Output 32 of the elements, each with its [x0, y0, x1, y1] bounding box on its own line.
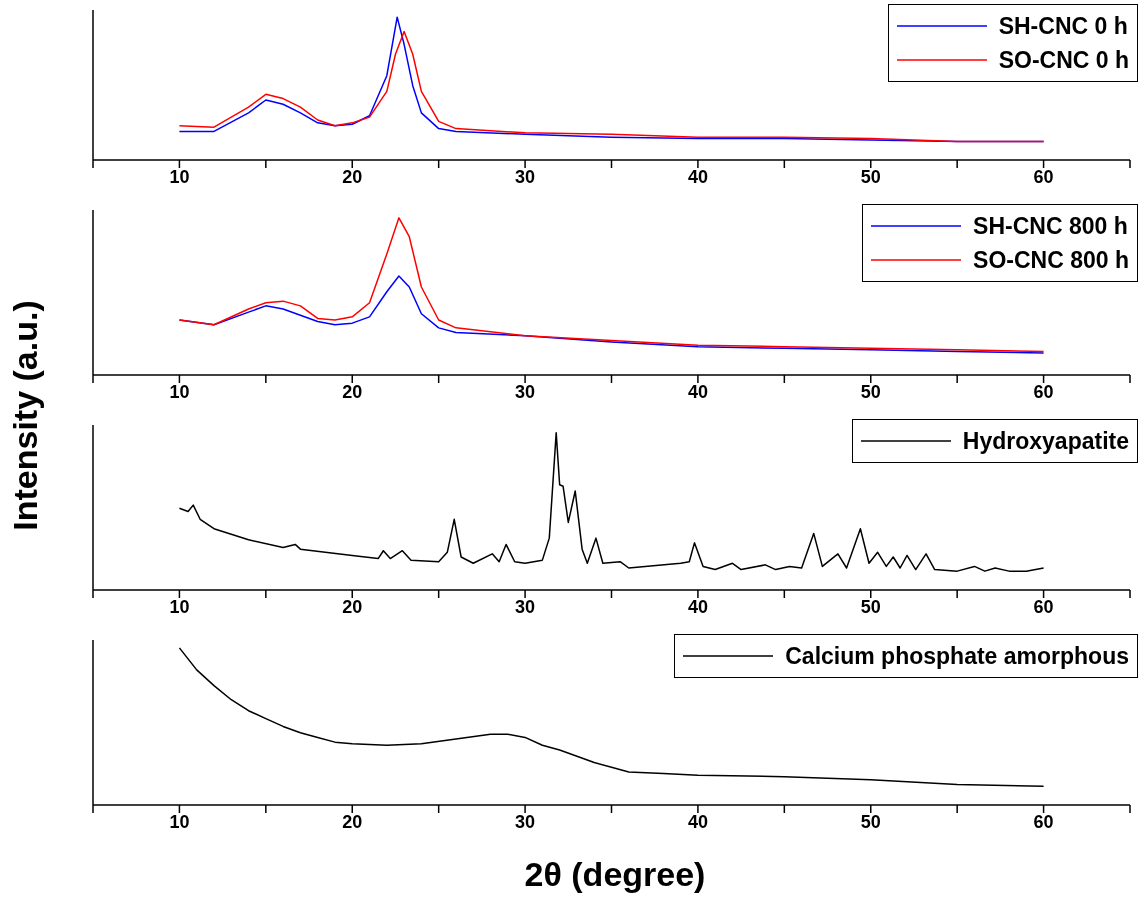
x-tick-label: 60	[1033, 166, 1054, 187]
x-tick-label: 40	[687, 381, 708, 402]
legend-label: Hydroxyapatite	[962, 427, 1129, 455]
x-tick-label: 50	[860, 166, 881, 187]
x-tick-label: 40	[687, 166, 708, 187]
x-tick-label: 20	[342, 166, 363, 187]
legend-label: SO-CNC 800 h	[973, 246, 1129, 274]
x-tick-label: 30	[515, 596, 536, 617]
x-tick-label: 60	[1033, 381, 1054, 402]
legend-label: Calcium phosphate amorphous	[785, 642, 1129, 670]
x-tick-label: 50	[860, 811, 881, 832]
x-tick-label: 10	[169, 381, 190, 402]
x-axis-title: 2θ (degree)	[523, 855, 707, 894]
x-tick-label: 30	[515, 811, 536, 832]
x-tick-label: 20	[342, 381, 363, 402]
legend-label: SO-CNC 0 h	[998, 46, 1129, 74]
y-axis-title: Intensity (a.u.)	[5, 299, 45, 531]
x-tick-label: 60	[1033, 811, 1054, 832]
x-tick-label: 10	[169, 811, 190, 832]
x-tick-label: 30	[515, 166, 536, 187]
legend-label: SH-CNC 0 h	[998, 12, 1128, 40]
x-tick-label: 50	[860, 381, 881, 402]
x-tick-label: 20	[342, 596, 363, 617]
x-tick-label: 10	[169, 596, 190, 617]
legend-label: SH-CNC 800 h	[973, 212, 1128, 240]
x-tick-label: 10	[169, 166, 190, 187]
x-tick-label: 20	[342, 811, 363, 832]
x-tick-label: 30	[515, 381, 536, 402]
x-tick-label: 40	[687, 811, 708, 832]
x-tick-label: 40	[687, 596, 708, 617]
x-tick-label: 50	[860, 596, 881, 617]
x-tick-label: 60	[1033, 596, 1054, 617]
